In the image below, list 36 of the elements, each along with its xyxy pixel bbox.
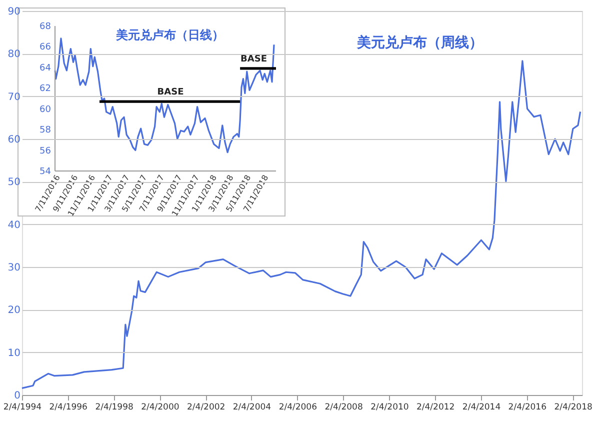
x-tick-label: 2/4/2002	[187, 402, 226, 412]
y-tick-label: 20	[8, 305, 20, 316]
x-tick-label: 2/4/2012	[416, 402, 455, 412]
x-tick-label: 2/4/1994	[3, 402, 42, 412]
chart-title: 美元兑卢布（日线）	[115, 28, 224, 42]
y-tick-label: 64	[40, 63, 52, 74]
y-tick-label: 80	[8, 49, 20, 60]
y-tick-label: 0	[14, 390, 20, 402]
annotation: BASE	[157, 88, 184, 98]
y-tick-label: 30	[8, 262, 20, 274]
x-tick-label: 2/4/2018	[554, 402, 592, 412]
line-series	[21, 60, 582, 389]
x-tick-label: 2/4/2014	[462, 402, 501, 412]
y-tick-label: 50	[8, 177, 20, 188]
y-tick-label: 56	[40, 146, 52, 156]
x-tick-label: 2/4/2004	[232, 402, 272, 412]
y-tick-label: 62	[40, 84, 51, 94]
y-tick-label: 54	[40, 167, 52, 177]
x-tick-label: 2/4/2000	[141, 402, 180, 412]
x-tick-label: 2/4/2008	[324, 402, 363, 412]
y-tick-label: 10	[8, 348, 20, 359]
annotation: BASE	[240, 54, 267, 64]
x-tick-label: 2/4/2006	[278, 402, 318, 412]
y-tick-label: 60	[8, 134, 20, 146]
x-tick-label: 2/4/1998	[95, 402, 134, 412]
y-tick-label: 40	[8, 220, 20, 231]
y-tick-label: 68	[40, 22, 52, 32]
y-tick-label: 58	[40, 126, 52, 136]
y-tick-label: 66	[40, 42, 52, 53]
y-tick-label: 90	[8, 6, 20, 18]
x-tick-label: 2/4/1996	[49, 402, 88, 412]
y-tick-label: 60	[40, 104, 52, 115]
x-tick-label: 2/4/2016	[508, 402, 546, 412]
text: 美元兑卢布（周线）	[356, 34, 483, 51]
y-tick-label: 70	[8, 92, 20, 103]
x-tick-label: 2/4/2010	[370, 402, 409, 412]
